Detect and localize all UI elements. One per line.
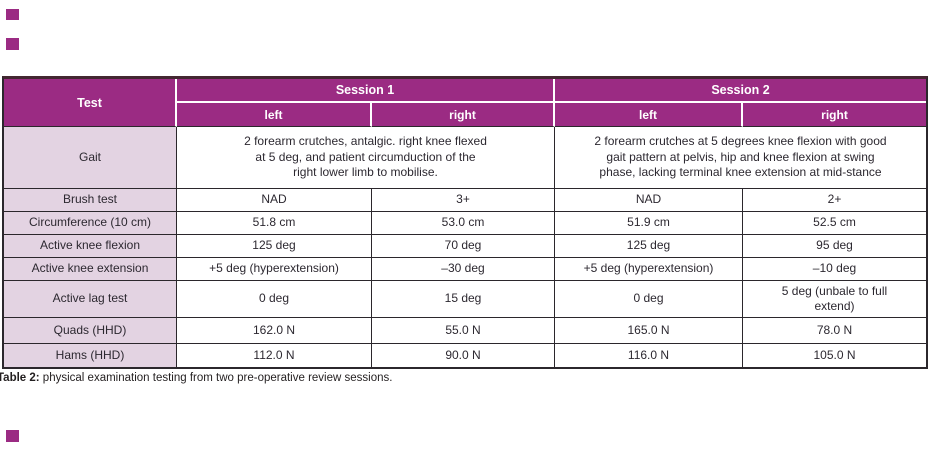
column-header-test: Test [4,79,177,127]
table-caption-label: Table 2: [0,372,40,384]
row-label-active-lag-test: Active lag test [4,281,177,318]
subheader-session2-right: right [743,103,926,127]
cell: 51.9 cm [555,212,743,235]
row-label-gait: Gait [4,127,177,189]
page-edge-decoration [6,430,19,442]
table-row-hams-hhd: Hams (HHD) 112.0 N 90.0 N 116.0 N 105.0 … [4,344,926,367]
cell: 70 deg [372,235,555,258]
page-edge-decoration [6,38,19,50]
cell: NAD [555,189,743,212]
subheader-session1-left: left [177,103,372,127]
subheader-session2-left: left [555,103,743,127]
cell: 78.0 N [743,318,926,344]
column-header-session2: Session 2 [555,79,926,103]
cell: 125 deg [555,235,743,258]
cell: 112.0 N [177,344,372,367]
cell: 15 deg [372,281,555,318]
gait-session2-cell: 2 forearm crutches at 5 degrees knee fle… [555,127,926,189]
cell: 55.0 N [372,318,555,344]
cell: 125 deg [177,235,372,258]
cell: NAD [177,189,372,212]
row-label-active-knee-extension: Active knee extension [4,258,177,281]
cell: 2+ [743,189,926,212]
row-label-brush-test: Brush test [4,189,177,212]
cell: 51.8 cm [177,212,372,235]
cell: 95 deg [743,235,926,258]
table-row-active-lag-test: Active lag test 0 deg 15 deg 0 deg 5 deg… [4,281,926,318]
subheader-session1-right: right [372,103,555,127]
cell: 165.0 N [555,318,743,344]
table-row-gait: Gait 2 forearm crutches, antalgic. right… [4,127,926,189]
cell: 5 deg (unbale to full extend) [743,281,926,318]
table-row-brush-test: Brush test NAD 3+ NAD 2+ [4,189,926,212]
row-label-active-knee-flexion: Active knee flexion [4,235,177,258]
row-label-circumference: Circumference (10 cm) [4,212,177,235]
page-edge-decoration [6,9,19,20]
cell: +5 deg (hyperextension) [555,258,743,281]
cell: 162.0 N [177,318,372,344]
table-row-active-knee-extension: Active knee extension +5 deg (hyperexten… [4,258,926,281]
cell: +5 deg (hyperextension) [177,258,372,281]
cell: –10 deg [743,258,926,281]
data-table: Test Session 1 Session 2 left right left… [4,79,926,367]
row-label-quads-hhd: Quads (HHD) [4,318,177,344]
gait-session1-cell: 2 forearm crutches, antalgic. right knee… [177,127,555,189]
cell: 105.0 N [743,344,926,367]
physical-examination-table: Test Session 1 Session 2 left right left… [2,76,928,369]
cell: 52.5 cm [743,212,926,235]
cell: 90.0 N [372,344,555,367]
table-row-circumference: Circumference (10 cm) 51.8 cm 53.0 cm 51… [4,212,926,235]
column-header-session1: Session 1 [177,79,555,103]
table-caption-text: physical examination testing from two pr… [39,372,393,384]
cell: 116.0 N [555,344,743,367]
cell: –30 deg [372,258,555,281]
table-caption: Table 2: physical examination testing fr… [0,372,392,384]
table-row-quads-hhd: Quads (HHD) 162.0 N 55.0 N 165.0 N 78.0 … [4,318,926,344]
cell: 0 deg [555,281,743,318]
cell: 3+ [372,189,555,212]
cell: 0 deg [177,281,372,318]
table-row-active-knee-flexion: Active knee flexion 125 deg 70 deg 125 d… [4,235,926,258]
row-label-hams-hhd: Hams (HHD) [4,344,177,367]
cell: 53.0 cm [372,212,555,235]
